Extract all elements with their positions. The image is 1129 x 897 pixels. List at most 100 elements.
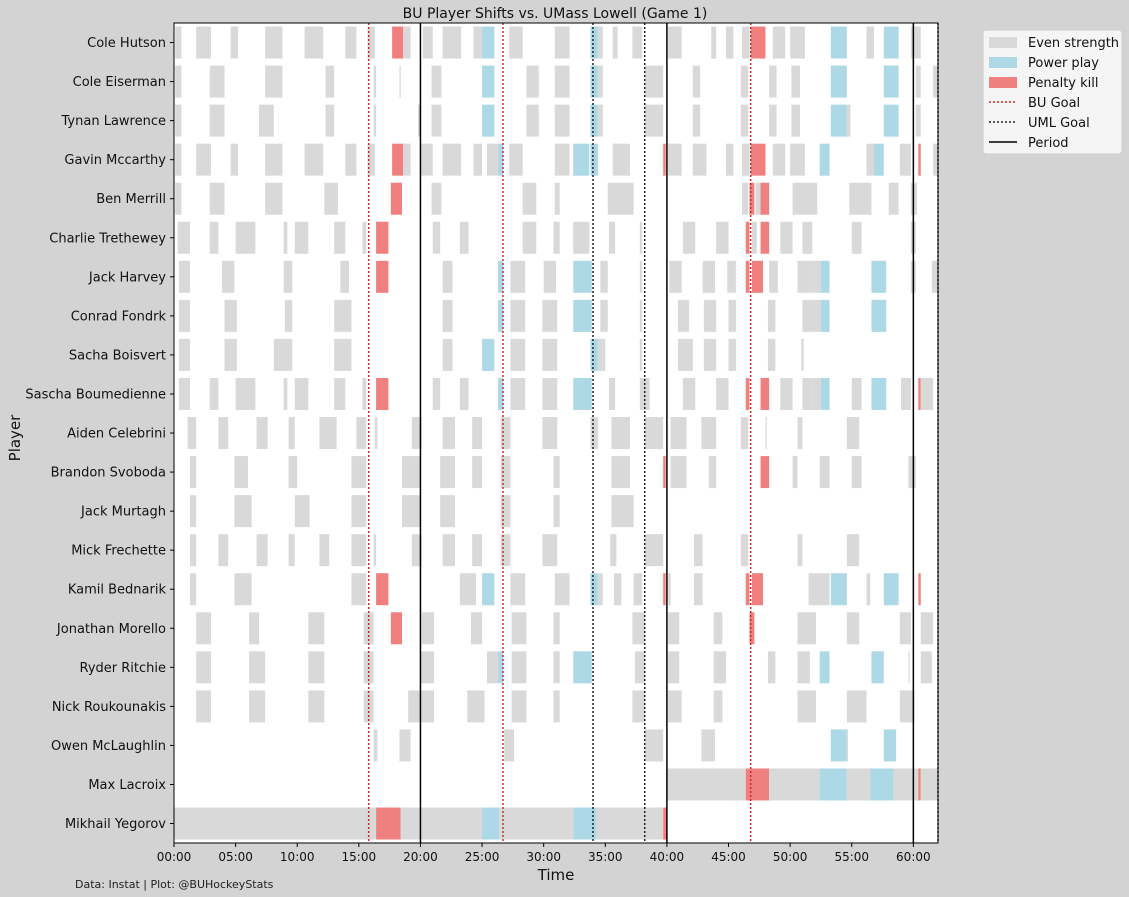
shift-bar bbox=[918, 377, 921, 410]
shift-bar bbox=[634, 651, 645, 684]
shift-bar bbox=[209, 377, 219, 410]
shift-bar bbox=[234, 495, 252, 528]
shift-bar bbox=[716, 221, 729, 254]
shift-bar bbox=[459, 377, 469, 410]
shift-bar bbox=[608, 377, 616, 410]
shift-bar bbox=[510, 260, 526, 293]
shift-bar bbox=[668, 612, 680, 645]
shift-bar bbox=[769, 104, 777, 137]
shift-bar bbox=[234, 573, 252, 606]
shift-bar bbox=[590, 26, 598, 59]
shift-bar bbox=[703, 299, 717, 332]
shift-bar bbox=[726, 143, 734, 176]
shift-bar bbox=[866, 573, 871, 606]
shift-bar bbox=[668, 26, 682, 59]
shift-bar bbox=[351, 456, 367, 489]
shift-bar bbox=[663, 143, 666, 176]
shift-bar bbox=[399, 729, 411, 762]
shift-bar bbox=[442, 534, 455, 567]
x-axis: 00:00 05:00 10:00 15:00 20:00 25:00 30:00 35:00… bbox=[157, 843, 931, 864]
shift-bar bbox=[751, 573, 764, 606]
shift-bar bbox=[367, 143, 375, 176]
shift-bar bbox=[797, 651, 810, 684]
shift-bar bbox=[351, 573, 367, 606]
y-tick-label: Brandon Svoboda bbox=[51, 466, 166, 481]
shift-bar bbox=[670, 417, 687, 450]
x-tick-label: 40:00 bbox=[650, 850, 685, 864]
shift-bar bbox=[633, 573, 643, 606]
shift-bar bbox=[668, 651, 680, 684]
shift-bar bbox=[830, 26, 847, 59]
shift-bar bbox=[791, 65, 800, 98]
shift-bar bbox=[644, 729, 664, 762]
shift-bar bbox=[498, 377, 504, 410]
shift-bar bbox=[573, 143, 590, 176]
shift-bar bbox=[830, 65, 847, 98]
shift-bar bbox=[760, 182, 770, 215]
shift-bar bbox=[473, 143, 483, 176]
shift-bar bbox=[542, 534, 558, 567]
shift-bar bbox=[340, 260, 349, 293]
shift-bar bbox=[871, 299, 887, 332]
shifts-layer bbox=[174, 26, 938, 840]
x-tick-label: 15:00 bbox=[342, 850, 377, 864]
shift-bar bbox=[915, 65, 921, 98]
shift-bar bbox=[883, 729, 897, 762]
shift-bar bbox=[422, 26, 433, 59]
shift-bar bbox=[846, 729, 849, 762]
x-tick-label: 60:00 bbox=[896, 850, 931, 864]
shift-bar bbox=[920, 377, 934, 410]
shift-bar bbox=[499, 807, 574, 840]
shift-bar bbox=[442, 338, 453, 371]
shift-bar bbox=[482, 104, 495, 137]
shift-bar bbox=[256, 534, 268, 567]
shift-bar bbox=[178, 338, 191, 371]
shift-bar bbox=[708, 456, 717, 489]
shift-bar bbox=[553, 612, 560, 645]
shift-bar bbox=[809, 260, 821, 293]
y-axis: Cole Hutson Cole Eiserman Tynan Lawrence Ga… bbox=[25, 36, 174, 832]
shift-bar bbox=[209, 221, 219, 254]
shift-bar bbox=[374, 417, 378, 450]
shift-bar bbox=[597, 26, 603, 59]
shift-bar bbox=[178, 377, 191, 410]
y-tick-label: Sacha Boisvert bbox=[69, 348, 166, 363]
shift-bar bbox=[871, 260, 887, 293]
shift-bar bbox=[196, 612, 211, 645]
shift-bar bbox=[830, 573, 847, 606]
shift-bar bbox=[639, 260, 643, 293]
shift-bar bbox=[666, 768, 746, 801]
shift-bar bbox=[553, 456, 560, 489]
shift-bar bbox=[682, 221, 696, 254]
shift-bar bbox=[899, 143, 911, 176]
shift-bar bbox=[304, 143, 324, 176]
shift-bar bbox=[694, 534, 703, 567]
shift-bar bbox=[765, 417, 767, 450]
shift-bar bbox=[802, 221, 813, 254]
shift-bar bbox=[420, 651, 435, 684]
shift-bar bbox=[399, 65, 401, 98]
shift-bar bbox=[644, 417, 664, 450]
shift-bar bbox=[819, 143, 830, 176]
shift-bar bbox=[819, 456, 830, 489]
y-axis-label: Player bbox=[6, 414, 24, 462]
y-tick-label: Max Lacroix bbox=[88, 778, 166, 793]
shift-bar bbox=[526, 104, 539, 137]
shift-bar bbox=[728, 299, 736, 332]
shift-bar bbox=[178, 299, 191, 332]
shift-bar bbox=[597, 573, 603, 606]
shift-bar bbox=[554, 104, 570, 137]
shift-bar bbox=[283, 221, 288, 254]
shift-bar bbox=[820, 377, 830, 410]
shift-bar bbox=[174, 807, 377, 840]
shift-bar bbox=[669, 260, 682, 293]
shift-bar bbox=[846, 104, 851, 137]
shift-bar bbox=[808, 573, 830, 606]
shift-bar bbox=[797, 690, 817, 723]
shift-bar bbox=[692, 65, 701, 98]
shift-bar bbox=[790, 26, 805, 59]
y-tick-label: Nick Roukounakis bbox=[52, 700, 166, 715]
shift-bar bbox=[846, 690, 867, 723]
shift-bar bbox=[790, 143, 805, 176]
